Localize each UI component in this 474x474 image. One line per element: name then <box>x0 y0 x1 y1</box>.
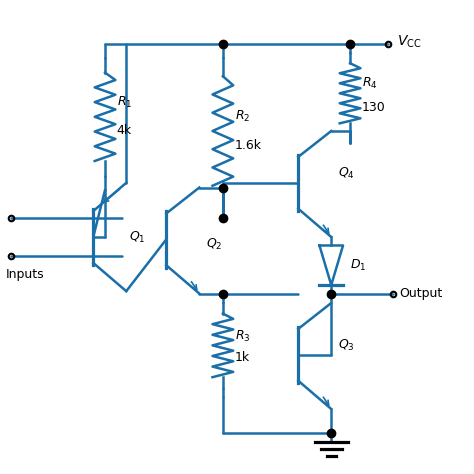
Text: 4k: 4k <box>117 125 132 137</box>
Text: $V_{\mathrm{CC}}$: $V_{\mathrm{CC}}$ <box>397 33 422 50</box>
Text: $R_1$: $R_1$ <box>117 95 132 110</box>
Text: $Q_3$: $Q_3$ <box>338 338 355 353</box>
Text: $Q_4$: $Q_4$ <box>338 166 355 181</box>
Text: $R_4$: $R_4$ <box>362 76 378 91</box>
Text: $R_3$: $R_3$ <box>235 328 250 344</box>
Text: $D_1$: $D_1$ <box>350 258 366 273</box>
Text: $Q_1$: $Q_1$ <box>128 229 145 245</box>
Text: Output: Output <box>400 287 443 300</box>
Text: 1.6k: 1.6k <box>235 138 262 152</box>
Text: Inputs: Inputs <box>6 268 45 281</box>
Text: $Q_2$: $Q_2$ <box>206 237 223 252</box>
Text: 130: 130 <box>362 101 386 114</box>
Text: $R_2$: $R_2$ <box>235 109 250 124</box>
Text: 1k: 1k <box>235 351 250 364</box>
